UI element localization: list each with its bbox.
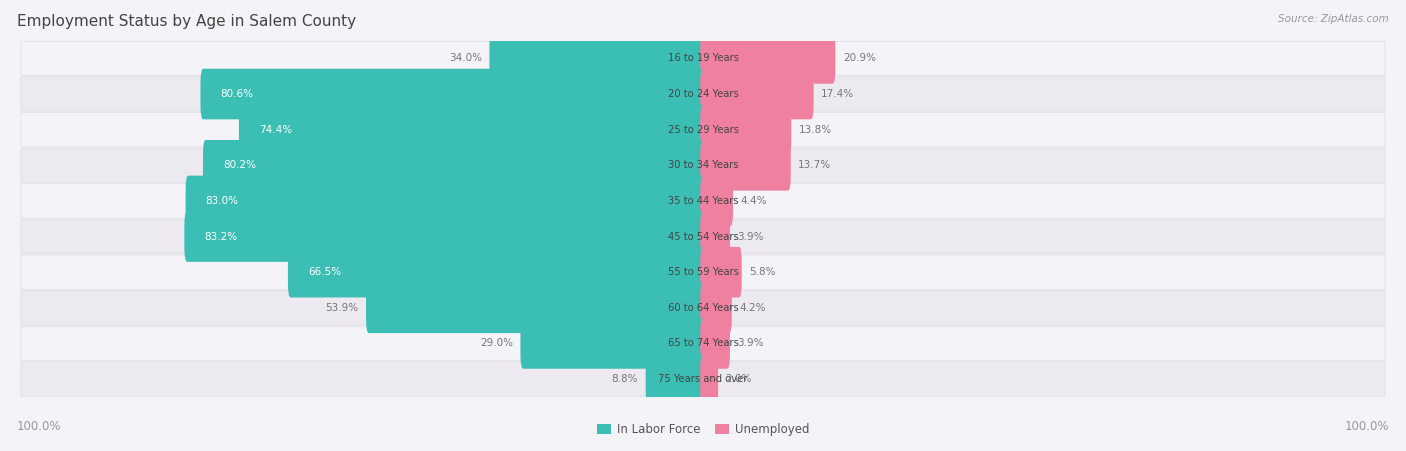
FancyBboxPatch shape <box>700 211 730 262</box>
Text: 13.7%: 13.7% <box>799 160 831 170</box>
FancyBboxPatch shape <box>700 175 733 226</box>
FancyBboxPatch shape <box>21 220 1385 253</box>
Text: 83.2%: 83.2% <box>204 231 238 242</box>
FancyBboxPatch shape <box>202 140 706 191</box>
FancyBboxPatch shape <box>186 175 706 226</box>
FancyBboxPatch shape <box>700 247 742 298</box>
FancyBboxPatch shape <box>21 148 1385 182</box>
Text: 4.2%: 4.2% <box>740 303 766 313</box>
Text: 3.9%: 3.9% <box>738 338 763 349</box>
FancyBboxPatch shape <box>21 255 1385 289</box>
Text: 100.0%: 100.0% <box>1344 420 1389 433</box>
Text: 74.4%: 74.4% <box>259 124 292 135</box>
Text: 34.0%: 34.0% <box>449 53 482 64</box>
Text: 80.6%: 80.6% <box>221 89 253 99</box>
Text: 25 to 29 Years: 25 to 29 Years <box>668 124 738 135</box>
Text: 30 to 34 Years: 30 to 34 Years <box>668 160 738 170</box>
Text: 75 Years and over: 75 Years and over <box>658 374 748 384</box>
Text: 20.9%: 20.9% <box>844 53 876 64</box>
FancyBboxPatch shape <box>239 104 706 155</box>
FancyBboxPatch shape <box>21 291 1385 325</box>
FancyBboxPatch shape <box>700 33 835 84</box>
Text: 55 to 59 Years: 55 to 59 Years <box>668 267 738 277</box>
FancyBboxPatch shape <box>700 318 730 369</box>
Text: 45 to 54 Years: 45 to 54 Years <box>668 231 738 242</box>
FancyBboxPatch shape <box>21 362 1385 396</box>
FancyBboxPatch shape <box>700 69 814 120</box>
FancyBboxPatch shape <box>489 33 706 84</box>
Text: 65 to 74 Years: 65 to 74 Years <box>668 338 738 349</box>
FancyBboxPatch shape <box>700 354 718 405</box>
Text: 5.8%: 5.8% <box>749 267 776 277</box>
Text: 53.9%: 53.9% <box>325 303 359 313</box>
FancyBboxPatch shape <box>645 354 706 405</box>
FancyBboxPatch shape <box>21 113 1385 147</box>
FancyBboxPatch shape <box>21 77 1385 111</box>
Text: 4.4%: 4.4% <box>741 196 768 206</box>
Text: 83.0%: 83.0% <box>205 196 239 206</box>
Text: 2.0%: 2.0% <box>725 374 752 384</box>
FancyBboxPatch shape <box>700 282 731 333</box>
FancyBboxPatch shape <box>184 211 706 262</box>
FancyBboxPatch shape <box>700 104 792 155</box>
Text: 35 to 44 Years: 35 to 44 Years <box>668 196 738 206</box>
Text: 80.2%: 80.2% <box>224 160 256 170</box>
Text: 13.8%: 13.8% <box>799 124 832 135</box>
Text: 8.8%: 8.8% <box>612 374 638 384</box>
FancyBboxPatch shape <box>21 41 1385 75</box>
Text: 60 to 64 Years: 60 to 64 Years <box>668 303 738 313</box>
FancyBboxPatch shape <box>288 247 706 298</box>
Text: Source: ZipAtlas.com: Source: ZipAtlas.com <box>1278 14 1389 23</box>
FancyBboxPatch shape <box>366 282 706 333</box>
Text: 100.0%: 100.0% <box>17 420 62 433</box>
Text: 3.9%: 3.9% <box>738 231 763 242</box>
FancyBboxPatch shape <box>21 327 1385 360</box>
FancyBboxPatch shape <box>201 69 706 120</box>
FancyBboxPatch shape <box>700 140 790 191</box>
Legend: In Labor Force, Unemployed: In Labor Force, Unemployed <box>592 418 814 441</box>
Text: 17.4%: 17.4% <box>821 89 855 99</box>
Text: 66.5%: 66.5% <box>308 267 342 277</box>
Text: Employment Status by Age in Salem County: Employment Status by Age in Salem County <box>17 14 356 28</box>
FancyBboxPatch shape <box>520 318 706 369</box>
Text: 16 to 19 Years: 16 to 19 Years <box>668 53 738 64</box>
FancyBboxPatch shape <box>21 184 1385 218</box>
Text: 20 to 24 Years: 20 to 24 Years <box>668 89 738 99</box>
Text: 29.0%: 29.0% <box>479 338 513 349</box>
